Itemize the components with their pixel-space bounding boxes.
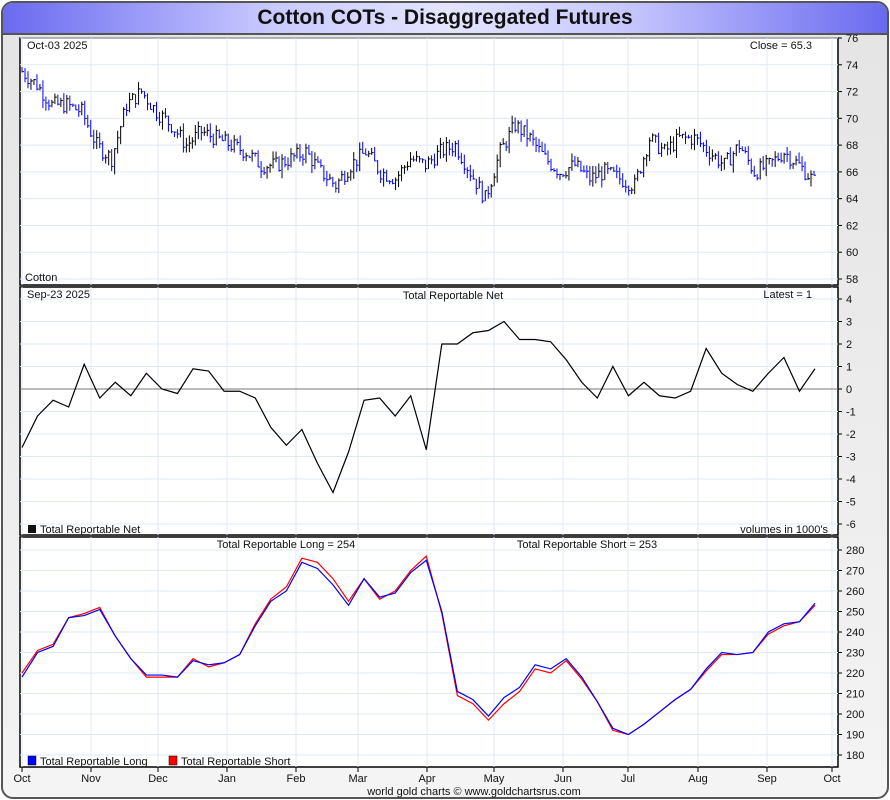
- x-tick-label: Feb: [287, 773, 306, 785]
- y-tick-label: 180: [846, 750, 864, 762]
- y-tick-label: -1: [846, 407, 856, 419]
- y-tick-label: 70: [846, 113, 858, 125]
- y-tick-label: 68: [846, 140, 858, 152]
- y-tick-label: 3: [846, 317, 852, 329]
- price-date-label: Oct-03 2025: [27, 40, 88, 52]
- net-legend-swatch: [28, 525, 36, 533]
- y-tick-label: 260: [846, 586, 864, 598]
- y-tick-label: 270: [846, 566, 864, 578]
- y-tick-label: 4: [846, 294, 852, 306]
- y-tick-label: -3: [846, 452, 856, 464]
- symbol-label: Cotton: [25, 272, 57, 284]
- y-tick-label: 210: [846, 689, 864, 701]
- x-tick-label: Nov: [81, 773, 101, 785]
- x-tick-label: Sep: [757, 773, 777, 785]
- short-label: Total Reportable Short = 253: [517, 539, 657, 551]
- y-tick-label: 0: [846, 384, 852, 396]
- y-tick-label: 2: [846, 339, 852, 351]
- y-tick-label: 74: [846, 60, 858, 72]
- y-tick-label: 72: [846, 87, 858, 99]
- legend-swatch-long: [27, 755, 37, 766]
- net-date-label: Sep-23 2025: [27, 289, 90, 301]
- y-tick-label: -6: [846, 519, 856, 531]
- y-tick-label: -4: [846, 474, 856, 486]
- x-tick-label: Apr: [418, 773, 435, 785]
- x-tick-label: Jul: [621, 773, 635, 785]
- chart-title: Cotton COTs - Disaggregated Futures: [3, 3, 887, 35]
- y-tick-label: 64: [846, 194, 858, 206]
- x-tick-label: Oct: [13, 773, 30, 785]
- x-tick-label: Jan: [218, 773, 236, 785]
- y-tick-label: 200: [846, 709, 864, 721]
- legend-label-long: Total Reportable Long: [40, 756, 148, 768]
- x-tick-label: Oct: [823, 773, 840, 785]
- latest-label: Latest = 1: [763, 289, 812, 301]
- net-line: [21, 320, 816, 494]
- y-tick-label: -2: [846, 429, 856, 441]
- y-tick-label: 62: [846, 220, 858, 232]
- x-tick-label: May: [484, 773, 505, 785]
- net-legend-label: Total Reportable Net: [40, 524, 140, 536]
- units-label: volumes in 1000's: [740, 524, 828, 536]
- x-tick-label: Aug: [688, 773, 708, 785]
- x-tick-label: Jun: [554, 773, 572, 785]
- x-tick-label: Mar: [349, 773, 368, 785]
- y-tick-label: 58: [846, 274, 858, 286]
- y-tick-label: 66: [846, 167, 858, 179]
- legend-swatch-short: [168, 755, 178, 766]
- panel-0: [19, 37, 839, 286]
- y-tick-label: 280: [846, 545, 864, 557]
- y-tick-label: 1: [846, 362, 852, 374]
- y-tick-label: 60: [846, 247, 858, 259]
- y-tick-label: 230: [846, 648, 864, 660]
- y-tick-label: 250: [846, 607, 864, 619]
- y-tick-label: 76: [846, 33, 858, 45]
- y-tick-label: 240: [846, 627, 864, 639]
- long-label: Total Reportable Long = 254: [217, 539, 356, 551]
- y-tick-label: -5: [846, 497, 856, 509]
- legend-label-short: Total Reportable Short: [181, 756, 290, 768]
- y-tick-label: 220: [846, 668, 864, 680]
- series-line-long: [21, 559, 816, 736]
- footer-credit: world gold charts © www.goldchartsrus.co…: [366, 786, 581, 798]
- net-title: Total Reportable Net: [403, 290, 503, 302]
- close-label: Close = 65.3: [750, 40, 812, 52]
- x-tick-label: Dec: [148, 773, 168, 785]
- y-tick-label: 190: [846, 730, 864, 742]
